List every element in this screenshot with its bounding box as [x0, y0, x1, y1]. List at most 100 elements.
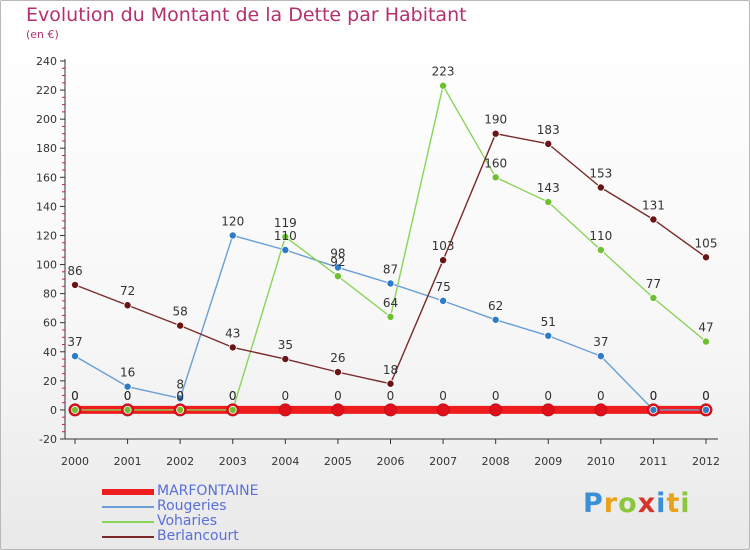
logo-letter: i: [656, 488, 667, 519]
data-point: [331, 403, 345, 417]
legend-label-rougeries: Rougeries: [157, 498, 227, 514]
x-tick-label: 2003: [219, 455, 247, 468]
data-label: 105: [695, 236, 718, 250]
y-tick-label: 40: [43, 346, 57, 359]
logo-letter: x: [637, 488, 657, 519]
x-tick-label: 2005: [324, 455, 352, 468]
legend-swatch-voharies: [102, 520, 154, 523]
legend-label-voharies: Voharies: [157, 513, 218, 529]
data-label: 223: [432, 65, 455, 79]
data-label: 0: [439, 389, 447, 403]
data-label: 103: [432, 239, 455, 253]
data-point: [71, 352, 80, 361]
y-tick-label: -20: [39, 433, 57, 446]
data-label: 47: [698, 321, 713, 335]
x-tick-label: 2007: [429, 455, 457, 468]
data-label: 183: [537, 123, 560, 137]
legend: MARFONTAINE Rougeries Voharies Berlancou…: [102, 484, 258, 544]
data-label: 0: [544, 389, 552, 403]
data-point: [333, 272, 342, 281]
data-point: [544, 139, 553, 148]
x-tick-label: 2010: [587, 455, 615, 468]
data-label: 75: [435, 280, 450, 294]
data-label: 62: [488, 299, 503, 313]
data-label: 35: [278, 338, 293, 352]
data-point: [384, 403, 397, 417]
data-point: [71, 280, 80, 289]
data-point: [436, 403, 450, 417]
data-label: 110: [589, 229, 612, 243]
data-label: 64: [383, 296, 398, 310]
legend-item-voharies[interactable]: Voharies: [102, 514, 258, 529]
x-tick-label: 2012: [692, 455, 720, 468]
legend-item-berlancourt[interactable]: Berlancourt: [102, 529, 258, 544]
data-point: [333, 368, 342, 377]
axes: -200204060801001201401601802002202402000…: [36, 55, 720, 468]
series-markers: [68, 81, 713, 417]
data-point: [491, 315, 500, 324]
x-tick-label: 2004: [271, 455, 299, 468]
data-point: [702, 405, 711, 414]
data-point: [278, 403, 292, 417]
data-point: [649, 215, 658, 224]
legend-item-marfontaine[interactable]: MARFONTAINE: [102, 484, 258, 499]
data-point: [439, 256, 448, 265]
data-label: 0: [597, 389, 605, 403]
legend-label-berlancourt: Berlancourt: [157, 528, 239, 544]
data-point: [491, 129, 500, 138]
y-tick-label: 60: [43, 317, 57, 330]
data-point: [176, 394, 185, 403]
data-label: 119: [274, 216, 297, 230]
data-label: 0: [702, 389, 710, 403]
data-label: 0: [387, 389, 395, 403]
data-label: 0: [650, 389, 658, 403]
data-label: 160: [484, 156, 507, 170]
data-label: 43: [225, 326, 240, 340]
y-tick-label: 0: [50, 404, 57, 417]
data-label: 0: [124, 389, 132, 403]
legend-label-marfontaine: MARFONTAINE: [157, 483, 259, 499]
data-point: [596, 352, 605, 361]
data-label: 120: [221, 214, 244, 228]
data-point: [439, 296, 448, 305]
data-point: [702, 253, 711, 262]
data-label: 8: [176, 377, 184, 391]
data-point: [544, 198, 553, 207]
data-point: [702, 337, 711, 346]
data-point: [123, 382, 132, 391]
data-label: 58: [173, 305, 188, 319]
y-tick-label: 100: [36, 259, 57, 272]
data-point: [176, 321, 185, 330]
data-point: [386, 312, 395, 321]
x-tick-label: 2000: [61, 455, 89, 468]
data-label: 51: [541, 315, 556, 329]
x-tick-label: 2009: [534, 455, 562, 468]
data-label: 131: [642, 198, 665, 212]
data-label: 87: [383, 262, 398, 276]
data-point: [281, 355, 290, 364]
data-label: 0: [176, 389, 184, 403]
logo-letter: r: [603, 488, 619, 519]
y-tick-label: 180: [36, 142, 57, 155]
data-label: 37: [67, 335, 82, 349]
data-point: [649, 405, 658, 414]
series-line-voharies: [75, 85, 707, 411]
data-point: [594, 403, 608, 417]
data-label: 0: [650, 389, 658, 403]
data-label: 98: [330, 246, 345, 260]
legend-item-rougeries[interactable]: Rougeries: [102, 499, 258, 514]
data-point: [596, 183, 605, 192]
data-label: 0: [71, 389, 79, 403]
data-point: [281, 245, 290, 254]
data-label: 16: [120, 366, 135, 380]
data-point: [649, 293, 658, 302]
series-lines: [74, 85, 707, 414]
data-label: 153: [589, 166, 612, 180]
data-point: [228, 343, 237, 352]
data-label: 190: [484, 113, 507, 127]
x-tick-label: 2002: [166, 455, 194, 468]
data-point: [123, 405, 132, 414]
